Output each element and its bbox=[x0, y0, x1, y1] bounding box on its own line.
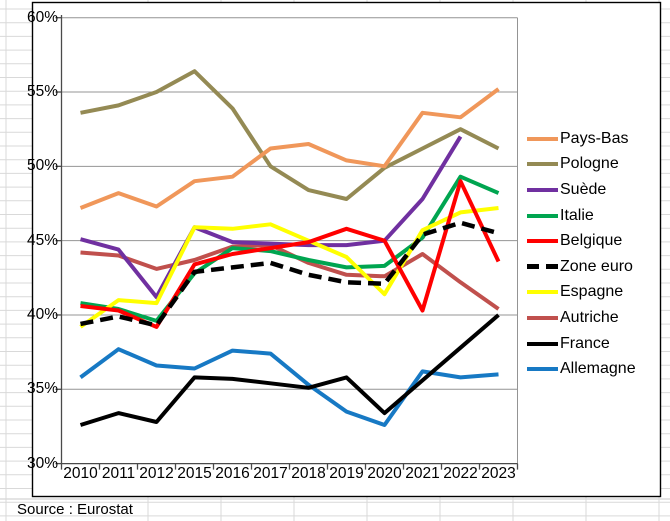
x-axis-tick-label: 2010 bbox=[63, 465, 98, 482]
y-axis-tick-label: 50% bbox=[26, 157, 58, 175]
x-axis-tick-label: 2020 bbox=[367, 465, 402, 482]
x-axis-tick-label: 2016 bbox=[215, 465, 250, 482]
legend-swatch bbox=[527, 136, 558, 141]
x-axis-tick-label: 2021 bbox=[405, 465, 440, 482]
legend-swatch bbox=[527, 213, 558, 218]
legend-label: Italie bbox=[560, 206, 594, 224]
legend-swatch bbox=[527, 341, 558, 346]
legend-label: Autriche bbox=[560, 308, 619, 326]
y-axis-tick-label: 60% bbox=[26, 8, 58, 26]
legend-item: Autriche bbox=[527, 305, 636, 331]
y-axis-tick-label: 45% bbox=[26, 231, 58, 249]
x-axis-tick-label: 2018 bbox=[291, 465, 326, 482]
x-axis-tick-label: 2017 bbox=[253, 465, 288, 482]
legend-item: Suède bbox=[527, 177, 636, 203]
x-axis-tick-label: 2015 bbox=[177, 465, 212, 482]
series-line-espagne bbox=[79, 206, 499, 329]
y-axis-tick-label: 35% bbox=[26, 380, 58, 398]
legend-label: Zone euro bbox=[560, 257, 633, 275]
y-axis-tick-label: 55% bbox=[26, 83, 58, 101]
series-line-zone-euro bbox=[80, 220, 500, 328]
legend-item: Pays-Bas bbox=[527, 126, 636, 152]
x-axis-tick-label: 2023 bbox=[481, 465, 516, 482]
x-axis-tick-label: 2011 bbox=[101, 465, 136, 482]
legend-swatch bbox=[527, 187, 558, 192]
legend-label: Allemagne bbox=[560, 360, 636, 378]
series-line-pologne bbox=[80, 69, 500, 201]
y-axis-tick-label: 40% bbox=[26, 305, 58, 323]
legend-label: Suède bbox=[560, 180, 607, 198]
legend-item: Espagne bbox=[527, 280, 636, 306]
legend-item: Zone euro bbox=[527, 254, 636, 280]
legend-swatch bbox=[527, 162, 558, 167]
legend-item: Belgique bbox=[527, 228, 636, 254]
legend-label: France bbox=[560, 334, 610, 352]
y-axis-tick-label: 30% bbox=[26, 454, 58, 472]
chart-frame bbox=[31, 1, 662, 498]
series-line-suède bbox=[79, 135, 463, 300]
source-note: Source : Eurostat bbox=[17, 501, 133, 518]
series-line-pays-bas bbox=[79, 87, 500, 210]
legend-swatch bbox=[527, 239, 558, 244]
legend-swatch bbox=[527, 290, 558, 295]
legend-label: Espagne bbox=[560, 283, 624, 301]
x-axis-tick-label: 2019 bbox=[329, 465, 364, 482]
legend-item: Allemagne bbox=[527, 356, 636, 382]
legend-swatch bbox=[527, 264, 558, 270]
legend: Pays-Bas Pologne Suède Italie Belgique Zone e… bbox=[527, 126, 636, 382]
x-axis-tick-label: 2012 bbox=[139, 465, 174, 482]
legend-label: Pays-Bas bbox=[560, 129, 629, 147]
legend-item: Pologne bbox=[527, 152, 636, 178]
legend-item: France bbox=[527, 331, 636, 357]
legend-label: Belgique bbox=[560, 232, 623, 250]
x-axis-tick-label: 2022 bbox=[443, 465, 478, 482]
legend-item: Italie bbox=[527, 203, 636, 229]
legend-label: Pologne bbox=[560, 155, 619, 173]
series-line-france bbox=[79, 313, 500, 427]
legend-swatch bbox=[527, 315, 558, 320]
legend-swatch bbox=[527, 367, 558, 372]
